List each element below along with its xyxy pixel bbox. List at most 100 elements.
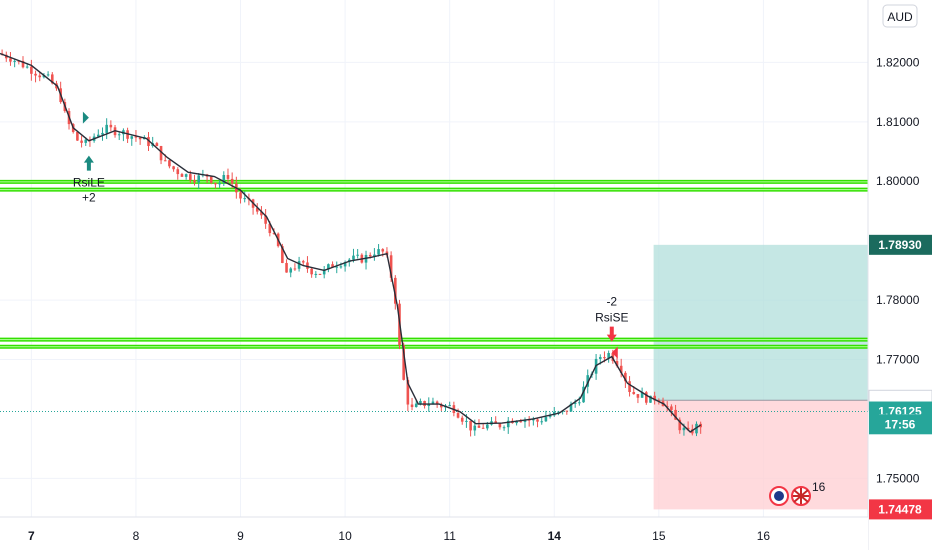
candle-body	[318, 273, 322, 275]
candle-body	[481, 427, 485, 429]
candle-body	[176, 169, 180, 175]
candle-body	[117, 134, 121, 136]
candle-body	[21, 60, 25, 68]
candle-body	[678, 419, 682, 431]
candle-body	[214, 182, 217, 185]
candle-body	[578, 402, 581, 404]
short-entry-marker	[611, 346, 618, 359]
candle-body	[473, 425, 477, 431]
candle-body	[285, 262, 288, 273]
candle-body	[76, 131, 79, 141]
candle-body	[632, 392, 636, 395]
position-tool[interactable]	[0, 244, 868, 510]
candle-body	[30, 66, 33, 74]
candle-body	[498, 423, 502, 428]
price-axis[interactable]: 1.82000 1.81000 1.80000 1.78000 1.77000 1.750…	[867, 0, 932, 550]
candle-body	[394, 277, 397, 304]
candle-body	[557, 411, 560, 413]
candle-body	[569, 403, 573, 412]
candle-body	[373, 254, 376, 257]
price-tick-label: 1.78000	[876, 293, 920, 307]
candle-body	[410, 404, 414, 408]
candle-body	[218, 183, 221, 185]
candle-body	[502, 427, 506, 429]
price-tick-label: 1.77000	[876, 353, 920, 367]
candle-body	[486, 424, 489, 429]
candle-body	[331, 264, 334, 268]
candle-body	[155, 143, 159, 147]
candle-body	[189, 174, 192, 181]
candle-body	[193, 180, 196, 183]
candle-body	[640, 392, 644, 398]
candle-body	[163, 160, 167, 162]
candle-body	[226, 175, 230, 179]
candle-body	[649, 395, 652, 403]
candle-body	[674, 409, 677, 420]
candle-body	[314, 273, 318, 275]
candle-body	[619, 365, 623, 373]
candle-body	[628, 381, 631, 393]
candle-body	[230, 178, 234, 184]
candle-body	[536, 419, 539, 422]
price-tick-label: 1.82000	[876, 55, 920, 69]
candle-body	[335, 266, 339, 268]
candle-body	[255, 207, 259, 212]
short-signal-qty: -2	[606, 295, 617, 309]
price-badge-text: 1.74478	[878, 502, 922, 516]
price-axis-bg	[868, 0, 932, 550]
candle-body	[134, 136, 138, 138]
time-tick-label: 16	[757, 529, 771, 543]
profit-zone	[653, 244, 868, 401]
price-badge	[869, 234, 932, 255]
candle-body	[289, 268, 293, 273]
candle-body	[477, 425, 481, 428]
candle-body	[544, 416, 548, 422]
candle-body	[84, 139, 88, 143]
strategy-signals: RsiLE+2 RsiSE -2	[73, 111, 628, 359]
candle-body	[339, 266, 343, 268]
candle-body	[281, 246, 284, 263]
candle-body	[607, 353, 610, 359]
time-tick-label: 15	[652, 529, 666, 543]
candlesticks	[0, 49, 702, 437]
candle-body	[306, 262, 309, 269]
candle-body	[80, 140, 83, 143]
events-count: 16	[812, 480, 826, 494]
candle-body	[624, 372, 627, 382]
candle-body	[389, 255, 393, 278]
candle-body	[670, 406, 673, 410]
candle-body	[506, 420, 510, 428]
candle-body	[644, 392, 648, 403]
candle-body	[368, 254, 372, 257]
candle-body	[515, 421, 518, 424]
time-axis[interactable]: 7 8 9 10 11 14 15 16	[0, 516, 868, 550]
candle-body	[310, 268, 313, 275]
candle-body	[147, 137, 150, 147]
price-badge-text: 1.78930	[878, 238, 922, 252]
candle-body	[523, 419, 527, 423]
price-badge	[869, 414, 932, 435]
candle-body	[460, 417, 464, 422]
candle-body	[101, 132, 104, 135]
candle-body	[636, 394, 640, 398]
au-flag-icon-fill	[774, 491, 784, 501]
candle-body	[573, 402, 577, 404]
candle-body	[109, 124, 113, 128]
candle-body	[172, 166, 175, 170]
candle-body	[327, 264, 330, 270]
candle-body	[25, 66, 29, 68]
candle-body	[13, 60, 16, 62]
support-resistance-lines	[0, 179, 868, 349]
price-badge	[869, 499, 932, 520]
economic-events[interactable]: 16	[769, 480, 826, 506]
candle-body	[469, 420, 472, 431]
candle-body	[598, 357, 602, 359]
time-tick-label: 7	[28, 529, 35, 543]
candle-body	[105, 124, 108, 133]
candle-body	[586, 375, 590, 387]
candle-body	[239, 192, 242, 199]
short-signal-arrow	[606, 326, 617, 342]
candle-body	[180, 174, 184, 177]
candle-body	[184, 174, 188, 177]
